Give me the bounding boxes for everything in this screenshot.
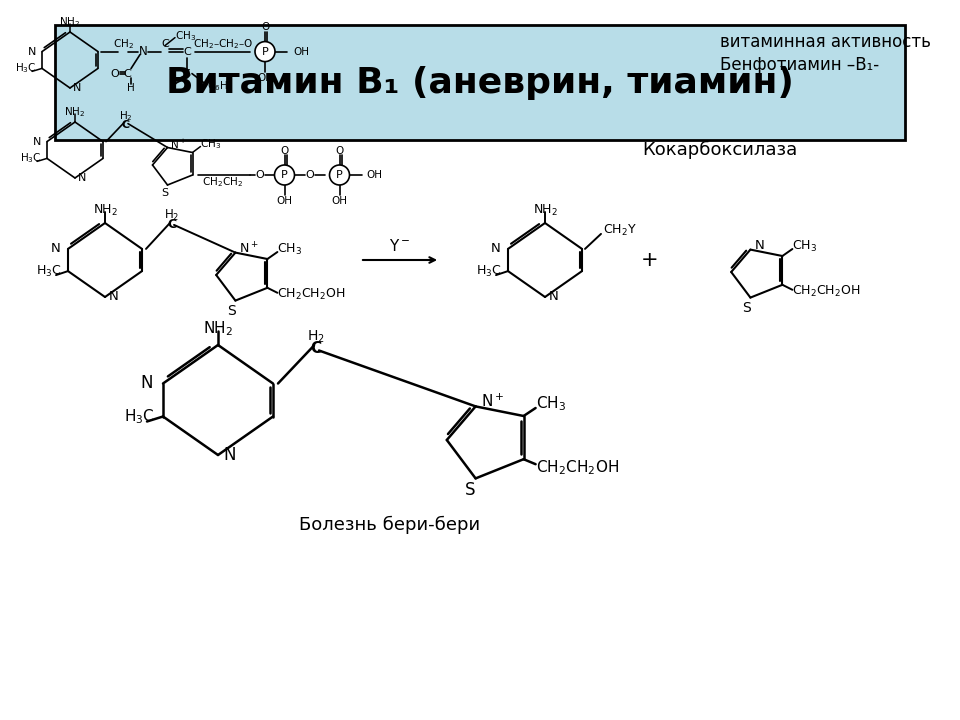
Text: N: N — [755, 239, 764, 252]
Text: OH: OH — [276, 196, 293, 206]
Text: витаминная активность: витаминная активность — [720, 33, 931, 51]
Text: CH$_2$Y: CH$_2$Y — [603, 223, 636, 238]
Text: S: S — [161, 188, 168, 198]
Text: S: S — [742, 301, 751, 315]
Text: CH$_2$: CH$_2$ — [112, 37, 133, 50]
Text: CH$_2$CH$_2$: CH$_2$CH$_2$ — [203, 175, 244, 189]
Text: N: N — [109, 290, 119, 304]
Text: C: C — [310, 341, 322, 356]
Text: +: + — [641, 250, 659, 270]
Text: NH$_2$: NH$_2$ — [64, 105, 85, 119]
Text: N$^+$: N$^+$ — [239, 241, 259, 256]
Text: O: O — [255, 170, 264, 180]
Text: N: N — [28, 47, 36, 57]
Text: H$_3$C: H$_3$C — [15, 61, 37, 76]
Text: Y$^-$: Y$^-$ — [390, 238, 411, 254]
Text: OH: OH — [257, 73, 273, 83]
Text: Витамин В₁ (аневрин, тиамин): Витамин В₁ (аневрин, тиамин) — [166, 66, 794, 100]
Text: Бенфотиамин –В₁-: Бенфотиамин –В₁- — [720, 56, 879, 74]
Circle shape — [275, 165, 295, 185]
Text: H$_3$C: H$_3$C — [20, 151, 42, 166]
Text: N: N — [78, 173, 86, 183]
Text: CH$_3$: CH$_3$ — [201, 138, 222, 151]
Text: N: N — [223, 446, 235, 464]
Text: CH$_3$: CH$_3$ — [277, 241, 302, 256]
Text: N: N — [138, 45, 148, 58]
Text: O: O — [261, 22, 269, 32]
Text: OH: OH — [293, 47, 309, 57]
Text: H: H — [127, 83, 134, 93]
Text: N: N — [140, 374, 153, 392]
Text: O: O — [280, 146, 289, 156]
Text: P: P — [262, 47, 269, 57]
Text: H$_2$: H$_2$ — [307, 328, 324, 345]
Text: C: C — [122, 120, 130, 130]
Text: C: C — [161, 39, 169, 49]
Text: OH: OH — [331, 196, 348, 206]
Circle shape — [255, 42, 275, 62]
Text: CH$_2$–CH$_2$–O: CH$_2$–CH$_2$–O — [193, 37, 253, 50]
Text: N: N — [50, 243, 60, 256]
Text: H$_3$C: H$_3$C — [36, 264, 62, 279]
Text: N: N — [549, 290, 559, 304]
Text: N$^+$: N$^+$ — [171, 138, 187, 151]
Text: CH$_2$CH$_2$OH: CH$_2$CH$_2$OH — [277, 287, 346, 302]
Text: OH: OH — [367, 170, 382, 180]
Text: CH$_3$: CH$_3$ — [175, 29, 196, 42]
Text: Кокарбоксилаза: Кокарбоксилаза — [642, 141, 798, 159]
Text: P: P — [336, 170, 343, 180]
Text: Болезнь бери-бери: Болезнь бери-бери — [300, 516, 481, 534]
Text: H$_2$: H$_2$ — [164, 208, 180, 223]
Text: N: N — [491, 243, 500, 256]
Text: CH$_2$CH$_2$OH: CH$_2$CH$_2$OH — [536, 458, 618, 477]
Text: C$_6$H$_5$: C$_6$H$_5$ — [207, 78, 233, 92]
Text: S: S — [227, 304, 236, 318]
Text: NH$_2$: NH$_2$ — [92, 202, 117, 217]
Text: C: C — [183, 47, 191, 57]
Text: O: O — [305, 170, 314, 180]
Text: NH$_2$: NH$_2$ — [533, 202, 558, 217]
Text: S: S — [466, 482, 476, 500]
Text: O: O — [110, 68, 119, 78]
Text: C: C — [123, 68, 131, 78]
Text: NH$_2$: NH$_2$ — [203, 320, 233, 338]
Text: N$^+$: N$^+$ — [481, 392, 504, 410]
Text: H$_2$: H$_2$ — [119, 109, 132, 122]
Text: H$_3$C: H$_3$C — [125, 407, 155, 426]
Text: CH$_3$: CH$_3$ — [536, 395, 565, 413]
Text: H$_3$C: H$_3$C — [476, 264, 502, 279]
Text: S: S — [183, 68, 191, 78]
Text: N: N — [73, 83, 82, 93]
Text: N: N — [33, 137, 41, 147]
FancyBboxPatch shape — [55, 25, 905, 140]
Text: C: C — [167, 218, 177, 231]
Text: O: O — [335, 146, 344, 156]
Text: CH$_2$CH$_2$OH: CH$_2$CH$_2$OH — [792, 284, 861, 300]
Text: P: P — [281, 170, 288, 180]
Text: CH$_3$: CH$_3$ — [792, 238, 818, 253]
Text: O: O — [169, 76, 178, 86]
Circle shape — [329, 165, 349, 185]
Text: NH$_2$: NH$_2$ — [60, 15, 81, 29]
